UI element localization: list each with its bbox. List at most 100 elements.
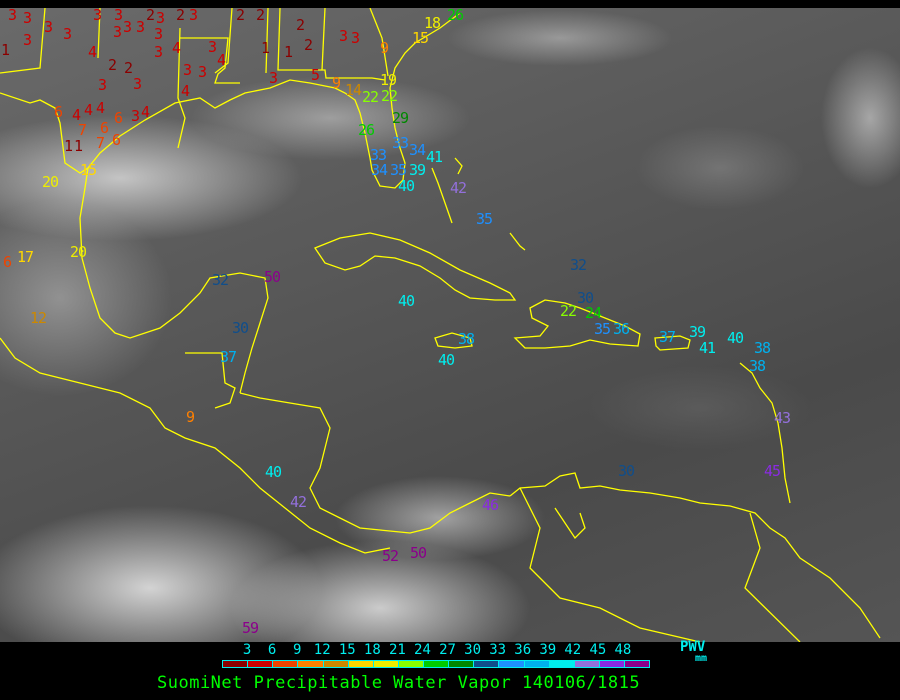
image-title: SuomiNet Precipitable Water Vapor 140106… <box>157 673 641 693</box>
state-border <box>97 8 101 59</box>
station-pwv-label: 3 <box>198 63 207 81</box>
station-pwv-label: 46 <box>482 496 499 514</box>
state-border <box>369 8 389 77</box>
station-pwv-label: 22 <box>560 302 577 320</box>
station-pwv-label: 3 <box>269 69 278 87</box>
state-border <box>214 8 233 74</box>
legend-tick: 27 <box>439 642 456 658</box>
legend-ticks: 3 6 9 12 15 18 21 24 27 30 33 36 39 42 45 48 <box>222 642 652 658</box>
station-pwv-label: 41 <box>699 339 716 357</box>
country-border <box>519 487 701 642</box>
state-border <box>0 8 46 74</box>
station-pwv-label: 4 <box>217 51 226 69</box>
station-pwv-label: 30 <box>618 462 635 480</box>
station-pwv-label: 59 <box>242 619 259 637</box>
color-scale-bar <box>222 660 650 668</box>
station-pwv-label: 22 <box>381 87 398 105</box>
cuba <box>314 232 517 301</box>
legend-swatch <box>549 661 575 667</box>
station-pwv-label: 26 <box>358 121 375 139</box>
legend-swatch <box>574 661 600 667</box>
station-pwv-label: 3 <box>183 61 192 79</box>
legend-swatch <box>223 661 249 667</box>
station-pwv-label: 20 <box>70 243 87 261</box>
station-pwv-label: 43 <box>774 409 791 427</box>
station-pwv-label: 33 <box>392 134 409 152</box>
legend-swatch <box>599 661 625 667</box>
station-pwv-label: 40 <box>398 292 415 310</box>
station-pwv-label: 38 <box>458 330 475 348</box>
legend-swatch <box>424 661 450 667</box>
station-pwv-label: 4 <box>72 106 81 124</box>
station-pwv-label: 3 <box>93 8 102 24</box>
legend-tick: 36 <box>514 642 532 658</box>
legend-tick: 45 <box>589 642 607 658</box>
coastlines <box>0 8 881 642</box>
legend-tick: 3 <box>242 642 252 658</box>
station-pwv-label: 1 <box>284 43 293 61</box>
station-pwv-label: 2 <box>124 59 133 77</box>
station-pwv-label: 9 <box>186 408 195 426</box>
station-pwv-label: 17 <box>17 248 34 266</box>
legend-tick: 15 <box>338 642 356 658</box>
legend-tick: 18 <box>363 642 381 658</box>
station-pwv-label: 4 <box>84 101 93 119</box>
gulf-coastline <box>0 12 461 189</box>
station-pwv-label: 15 <box>412 29 429 47</box>
legend-tick: 6 <box>267 642 277 658</box>
station-pwv-label: 1 <box>64 137 73 155</box>
station-pwv-label: 30 <box>232 319 249 337</box>
legend-tick: 9 <box>292 642 302 658</box>
legend-swatch <box>273 661 299 667</box>
station-pwv-label: 1 <box>74 137 83 155</box>
station-pwv-label: 3 <box>98 76 107 94</box>
station-pwv-label: 26 <box>447 8 464 24</box>
station-pwv-label: 4 <box>172 39 181 57</box>
station-pwv-label: 9 <box>380 39 389 57</box>
station-pwv-label: 37 <box>659 328 676 346</box>
station-pwv-label: 40 <box>438 351 455 369</box>
station-pwv-label: 45 <box>764 462 781 480</box>
station-pwv-label: 34 <box>409 141 426 159</box>
legend-swatch <box>348 661 374 667</box>
legend-swatch <box>524 661 550 667</box>
legend-tick: 21 <box>388 642 406 658</box>
legend-swatch <box>248 661 274 667</box>
station-pwv-label: 4 <box>88 43 97 61</box>
legend-tick: 12 <box>313 642 331 658</box>
station-pwv-label: 30 <box>577 289 594 307</box>
station-pwv-label: 4 <box>141 103 150 121</box>
bahamas <box>431 167 453 224</box>
legend-tick: 48 <box>614 642 632 658</box>
station-pwv-label: 40 <box>265 463 282 481</box>
station-pwv-label: 4 <box>181 82 190 100</box>
pwv-legend: 3 6 9 12 15 18 21 24 27 30 33 36 39 42 45 48 PWV mm Suo… <box>0 639 900 700</box>
legend-tick: 30 <box>464 642 482 658</box>
station-pwv-label: 1 <box>1 41 10 59</box>
legend-swatch <box>373 661 399 667</box>
legend-unit-sub: mm <box>695 653 708 664</box>
legend-swatch <box>625 661 650 667</box>
mexico-pacific-coast <box>0 337 391 554</box>
station-pwv-label: 33 <box>370 146 387 164</box>
station-pwv-label: 40 <box>727 329 744 347</box>
station-pwv-label: 9 <box>332 74 341 92</box>
station-pwv-label: 18 <box>424 14 441 32</box>
legend-swatch <box>474 661 500 667</box>
station-pwv-label: 32 <box>570 256 587 274</box>
station-pwv-label: 36 <box>613 320 630 338</box>
legend-swatch <box>499 661 525 667</box>
legend-swatch <box>323 661 349 667</box>
station-pwv-label: 6 <box>3 253 12 271</box>
station-pwv-label: 5 <box>311 66 320 84</box>
legend-tick: 42 <box>564 642 582 658</box>
station-pwv-label: 3 <box>189 8 198 24</box>
state-border <box>277 8 386 81</box>
station-pwv-label: 3 <box>154 43 163 61</box>
station-pwv-label: 2 <box>108 56 117 74</box>
lesser-antilles <box>739 362 791 504</box>
station-pwv-label: 3 <box>113 23 122 41</box>
station-pwv-label: 35 <box>594 320 611 338</box>
